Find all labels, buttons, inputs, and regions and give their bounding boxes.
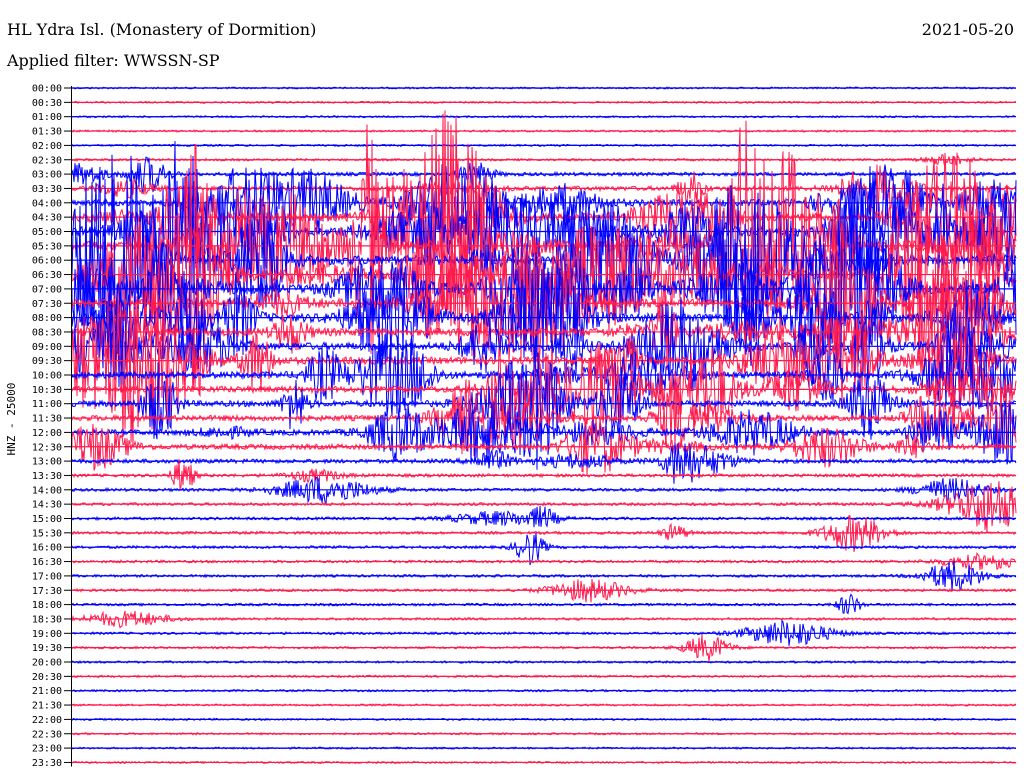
time-tick-label: 23:30	[32, 758, 62, 769]
time-tick-label: 06:00	[32, 256, 62, 267]
time-tick-label: 03:00	[32, 170, 62, 181]
time-tick-label: 17:30	[32, 586, 62, 597]
time-tick-label: 01:30	[32, 127, 62, 138]
trace-line	[71, 257, 1017, 370]
time-tick-label: 11:30	[32, 414, 62, 425]
time-tick-label: 16:30	[32, 557, 62, 568]
trace-line	[71, 533, 1016, 566]
time-tick-label: 08:30	[32, 327, 62, 338]
trace-line	[71, 416, 1017, 475]
time-tick-label: 23:00	[32, 744, 62, 755]
trace-line	[71, 337, 1017, 470]
time-tick-label: 03:30	[32, 184, 62, 195]
filter-label: Applied filter: WWSSN-SP	[7, 51, 220, 70]
date-label: 2021-05-20	[921, 20, 1014, 39]
time-tick-label: 07:30	[32, 299, 62, 310]
trace-line	[71, 514, 1017, 553]
time-tick-label: 01:00	[32, 112, 62, 123]
time-tick-label: 19:00	[32, 629, 62, 640]
time-tick-label: 05:00	[32, 227, 62, 238]
time-tick-label: 07:00	[32, 284, 62, 295]
time-tick-label: 12:30	[32, 442, 62, 453]
time-tick-label: 11:00	[32, 399, 62, 410]
time-tick-label: 00:00	[32, 84, 62, 95]
time-tick-label: 21:30	[32, 701, 62, 712]
time-tick-label: 10:00	[32, 371, 62, 382]
time-tick-label: 15:00	[32, 514, 62, 525]
time-tick-label: 21:00	[32, 686, 62, 697]
time-tick-label: 04:30	[32, 213, 62, 224]
trace-line	[71, 593, 1017, 615]
time-tick-label: 19:30	[32, 643, 62, 654]
time-tick-label: 08:00	[32, 313, 62, 324]
trace-line	[71, 164, 1017, 245]
time-tick-label: 20:00	[32, 658, 62, 669]
time-tick-label: 18:30	[32, 614, 62, 625]
time-tick-label: 14:00	[32, 485, 62, 496]
time-tick-label: 15:30	[32, 528, 62, 539]
time-tick-label: 02:30	[32, 155, 62, 166]
time-tick-label: 20:30	[32, 672, 62, 683]
time-tick-label: 06:30	[32, 270, 62, 281]
time-tick-label: 14:30	[32, 500, 62, 511]
time-tick-label: 13:00	[32, 457, 62, 468]
trace-line	[71, 297, 1017, 392]
time-tick-label: 09:00	[32, 342, 62, 353]
time-tick-label: 18:00	[32, 600, 62, 611]
time-tick-label: 12:00	[32, 428, 62, 439]
time-tick-label: 10:30	[32, 385, 62, 396]
time-tick-label: 02:00	[32, 141, 62, 152]
time-tick-label: 22:30	[32, 729, 62, 740]
time-tick-label: 13:30	[32, 471, 62, 482]
time-tick-label: 00:30	[32, 98, 62, 109]
time-tick-label: 09:30	[32, 356, 62, 367]
station-title: HL Ydra Isl. (Monastery of Dormition)	[7, 20, 317, 39]
trace-line	[71, 110, 1017, 317]
time-tick-label: 05:30	[32, 241, 62, 252]
trace-line	[71, 400, 1017, 465]
trace-line	[71, 235, 1017, 426]
time-tick-label: 17:00	[32, 571, 62, 582]
trace-line	[71, 154, 1017, 168]
time-tick-label: 16:00	[32, 543, 62, 554]
time-tick-label: 22:00	[32, 715, 62, 726]
time-tick-label: 04:00	[32, 198, 62, 209]
